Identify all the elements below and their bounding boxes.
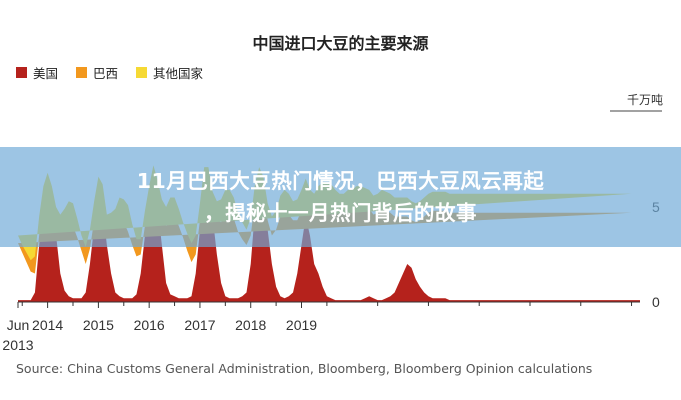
- y-tick-label-0: 0: [652, 294, 660, 310]
- legend-label-us: 美国: [33, 66, 59, 81]
- headline-line-2: ，揭秘十一月热门背后的故事: [204, 201, 477, 225]
- headline-line-1: 11月巴西大豆热门情况，巴西大豆风云再起: [136, 169, 545, 193]
- x-tick-label-1: 2014: [32, 317, 63, 333]
- legend-item-other: 其他国家: [136, 63, 203, 82]
- legend-swatch-other: [136, 67, 148, 78]
- legend-swatch-us: [16, 67, 27, 78]
- x-tick-label-3: 2016: [134, 317, 165, 333]
- x-tick-label-0-0: Jun: [7, 317, 30, 333]
- legend-item-us: 美国: [16, 63, 58, 82]
- chart-title: 中国进口大豆的主要来源: [252, 34, 429, 53]
- legend-label-other: 其他国家: [153, 66, 204, 81]
- y-axis-unit: 千万吨: [626, 93, 663, 107]
- x-tick-label-5: 2018: [235, 317, 266, 333]
- headline-text: 11月巴西大豆热门情况，巴西大豆风云再起 ，揭秘十一月热门背后的故事: [0, 165, 681, 229]
- legend-label-brazil: 巴西: [93, 66, 119, 81]
- x-tick-label-2: 2015: [83, 317, 114, 333]
- x-tick-label-6: 2019: [286, 317, 317, 333]
- legend-item-brazil: 巴西: [76, 63, 118, 82]
- chart-legend: 美国 巴西 其他国家: [16, 63, 203, 82]
- headline-banner: [0, 147, 681, 247]
- x-tick-label-0-1: 2013: [2, 337, 33, 353]
- source-note: Source: China Customs General Administra…: [16, 361, 593, 376]
- x-tick-label-4: 2017: [184, 317, 215, 333]
- legend-swatch-brazil: [76, 67, 88, 78]
